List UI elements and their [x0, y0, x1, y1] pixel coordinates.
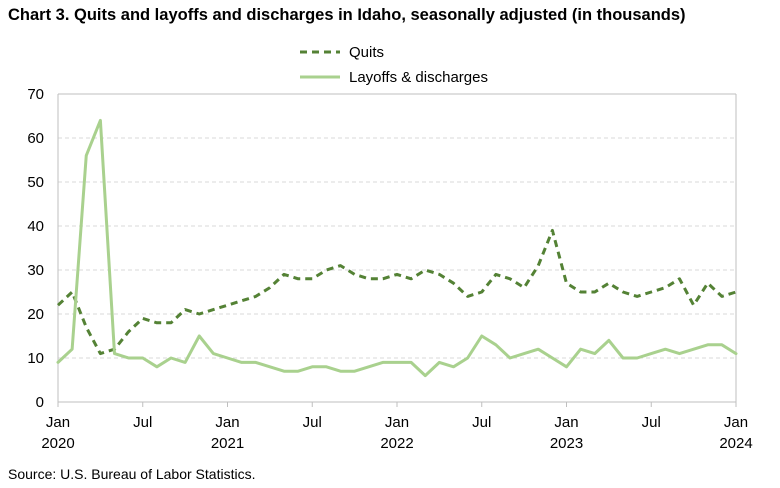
y-tick-label: 30 — [27, 262, 44, 279]
x-tick-label: Jul — [133, 414, 152, 431]
gridlines — [58, 93, 736, 359]
x-tick-year-label: 2021 — [211, 435, 244, 452]
x-tick-year-label: 2020 — [41, 435, 74, 452]
x-tick-year-label: 2022 — [380, 435, 413, 452]
series-line-layoffs-discharges — [56, 118, 738, 378]
y-tick-label: 50 — [27, 174, 44, 191]
x-tick-label: Jul — [642, 414, 661, 431]
chart-title: Chart 3. Quits and layoffs and discharge… — [8, 6, 686, 24]
source-note: Source: U.S. Bureau of Labor Statistics. — [8, 466, 256, 482]
axes: 0 10 20 30 40 50 60 70 Jan 2020 Jul Jan 2021 Jul Jan 20… — [27, 86, 752, 452]
x-tick-label: Jul — [303, 414, 322, 431]
legend: Quits Layoffs & discharges — [300, 44, 488, 86]
x-tick-label: Jan — [554, 414, 578, 431]
y-tick-label: 70 — [27, 86, 44, 103]
y-tick-label: 40 — [27, 218, 44, 235]
y-tick-label: 10 — [27, 350, 44, 367]
x-tick-label: Jan — [385, 414, 409, 431]
series-lines — [56, 118, 738, 378]
x-tick-label: Jan — [724, 414, 748, 431]
y-tick-label: 20 — [27, 306, 44, 323]
x-tick-label: Jan — [46, 414, 70, 431]
y-tick-label: 0 — [36, 394, 44, 411]
series-line-quits — [56, 228, 737, 356]
x-tick-label: Jan — [215, 414, 239, 431]
legend-label: Layoffs & discharges — [349, 69, 488, 86]
legend-label: Quits — [349, 44, 384, 61]
x-tick-year-label: 2023 — [550, 435, 583, 452]
x-tick-label: Jul — [472, 414, 491, 431]
y-tick-label: 60 — [27, 130, 44, 147]
x-tick-year-label: 2024 — [719, 435, 752, 452]
